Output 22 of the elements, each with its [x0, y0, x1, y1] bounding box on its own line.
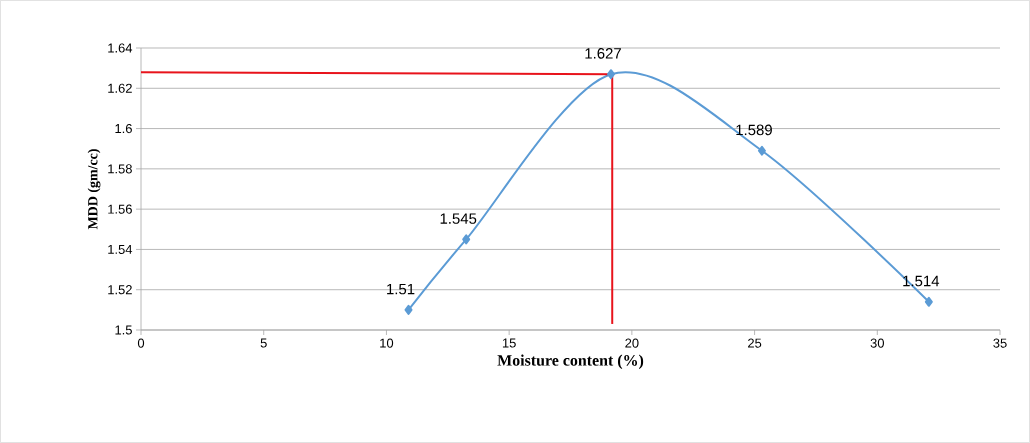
x-tick-label: 20	[625, 338, 639, 348]
y-tick-label: 1.5	[115, 325, 132, 335]
x-tick-label: 15	[502, 338, 516, 348]
data-label: 1.51	[387, 283, 415, 295]
x-tick-label: 10	[380, 338, 394, 348]
x-axis-title: Moisture content (%)	[497, 354, 644, 369]
x-tick-label: 0	[137, 338, 145, 348]
y-tick-label: 1.52	[108, 285, 132, 295]
x-tick-label: 35	[993, 338, 1007, 348]
y-tick-label: 1.54	[108, 244, 133, 254]
y-tick-label: 1.58	[108, 164, 132, 174]
y-tick-label: 1.64	[108, 43, 133, 53]
y-tick-label: 1.62	[108, 83, 132, 93]
y-tick-label: 1.6	[115, 123, 132, 134]
y-tick-label: 1.56	[108, 204, 132, 214]
x-tick-label: 5	[260, 338, 267, 348]
y-axis-title: MDD (gm/cc)	[87, 149, 101, 230]
x-tick-label: 25	[748, 338, 762, 348]
data-label: 1.589	[736, 124, 772, 136]
x-tick-label: 30	[870, 338, 884, 348]
data-label: 1.545	[440, 213, 477, 224]
data-label: 1.627	[585, 48, 621, 59]
